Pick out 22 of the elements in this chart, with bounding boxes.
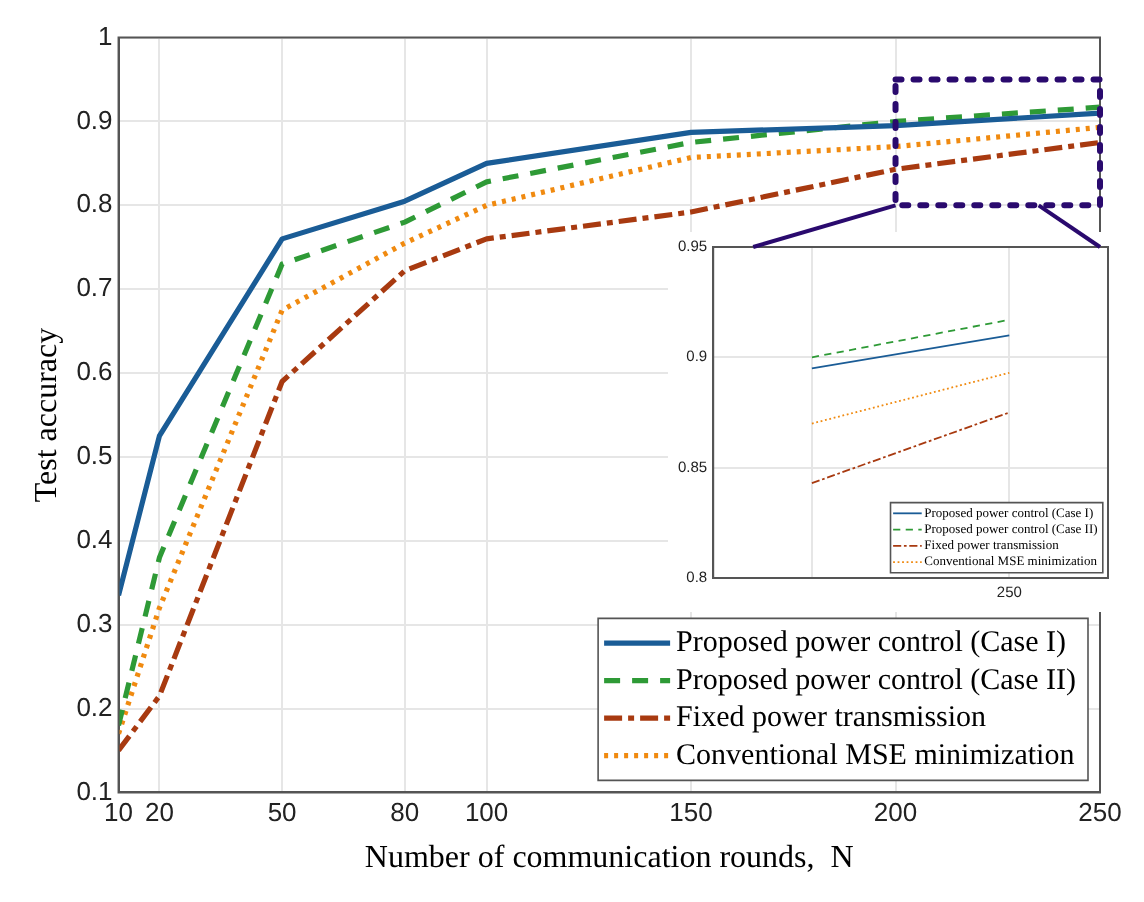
legend-label: Conventional MSE minimization (676, 739, 1076, 772)
x-tick-label: 50 (267, 797, 297, 828)
x-tick-label: 200 (873, 797, 918, 828)
x-tick-label: 80 (390, 797, 420, 828)
x-tick-label: 250 (1078, 797, 1122, 828)
legend-label: Proposed power control (Case I) (676, 627, 1067, 660)
legend-label: Fixed power transmission (676, 702, 988, 735)
x-tick-label: 100 (464, 797, 509, 828)
x-tick-label: 150 (669, 797, 713, 828)
y-tick-label: 0.8 (76, 188, 113, 219)
y-tick-label: 0.7 (76, 272, 113, 303)
y-tick-label: 0.9 (76, 104, 113, 135)
x-axis-title: Number of communication rounds, N (364, 841, 855, 876)
y-tick-label: 0.5 (76, 440, 113, 471)
y-tick-label: 0.2 (76, 691, 113, 722)
y-tick-label: 0.6 (76, 356, 113, 387)
x-tick-label: 20 (144, 797, 174, 828)
y-tick-label: 0.3 (76, 607, 113, 638)
y-axis-title: Test accuracy (29, 327, 64, 503)
y-tick-label: 0.4 (76, 523, 113, 554)
y-tick-label: 1 (98, 20, 113, 51)
legend-label: Proposed power control (Case II) (676, 664, 1077, 697)
